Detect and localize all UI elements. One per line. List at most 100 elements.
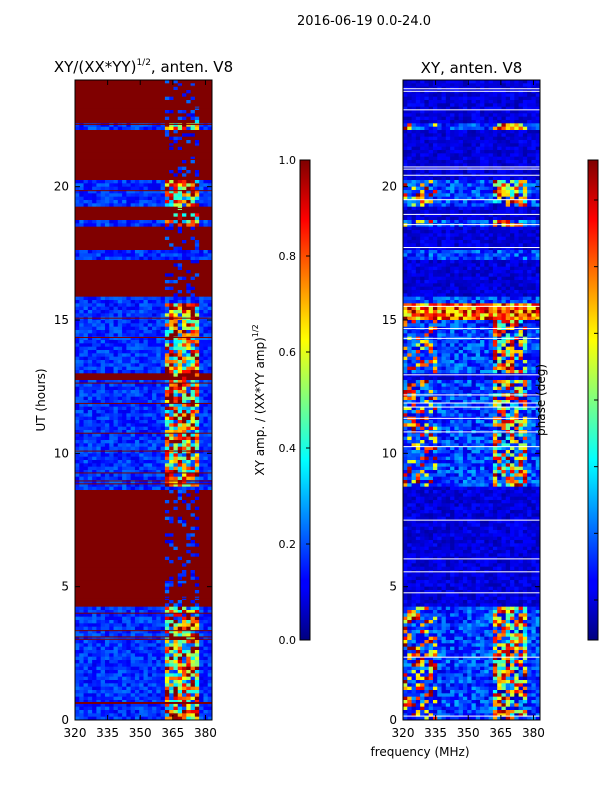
L-heatmap-cell	[96, 323, 102, 328]
L-heatmap-cell	[109, 253, 114, 258]
L-heatmap-cell	[173, 583, 179, 588]
L-heatmap-cell	[182, 520, 187, 524]
L-heatmap-cell	[87, 346, 93, 351]
L-heatmap-cell	[173, 240, 179, 244]
L-heatmap-cell	[109, 340, 114, 344]
L-heatmap-cell	[194, 230, 200, 234]
L-heatmap-cell	[92, 496, 97, 501]
L-heatmap-cell	[109, 406, 114, 411]
L-heatmap-cell	[109, 286, 114, 291]
L-heatmap-cell	[139, 503, 144, 508]
L-heatmap-cell	[203, 116, 209, 121]
L-heatmap-cell	[109, 156, 114, 161]
L-heatmap-cell	[164, 160, 170, 164]
L-heatmap-cell	[199, 586, 204, 591]
L-heatmap-cell	[177, 413, 183, 418]
L-heatmap-cell	[134, 203, 140, 208]
L-heatmap-cell	[177, 333, 183, 338]
L-heatmap-cell	[130, 273, 136, 278]
L-heatmap-cell	[104, 546, 110, 551]
L-heatmap-cell	[173, 340, 179, 344]
L-heatmap-cell	[83, 176, 89, 181]
L-heatmap-cell	[156, 83, 162, 88]
L-heatmap-cell	[117, 493, 123, 498]
L-heatmap-cell	[126, 486, 132, 491]
L-heatmap-cell	[122, 516, 127, 521]
L-heatmap-cell	[104, 306, 110, 311]
L-heatmap-cell	[96, 510, 102, 514]
L-heatmap-cell	[152, 83, 157, 88]
L-heatmap-cell	[117, 283, 123, 288]
L-heatmap-cell	[194, 470, 200, 474]
L-heatmap-cell	[139, 173, 144, 178]
L-heatmap-cell	[139, 473, 144, 478]
L-heatmap-cell	[152, 533, 157, 538]
L-heatmap-cell	[139, 113, 144, 118]
L-heatmap-cell	[130, 423, 136, 428]
L-heatmap-cell	[143, 390, 149, 394]
L-heatmap-cell	[203, 293, 209, 298]
L-heatmap-cell	[203, 466, 209, 471]
L-heatmap-cell	[164, 526, 170, 531]
L-heatmap-cell	[203, 260, 209, 264]
L-heatmap-cell	[87, 256, 93, 261]
L-heatmap-cell	[134, 83, 140, 88]
L-heatmap-cell	[117, 413, 123, 418]
L-heatmap-cell	[160, 93, 166, 98]
L-heatmap-cell	[203, 120, 209, 124]
L-heatmap-cell	[173, 163, 179, 168]
L-heatmap-cell	[109, 260, 114, 264]
L-heatmap-cell	[152, 563, 157, 568]
L-heatmap-cell	[147, 193, 153, 198]
L-heatmap-cell	[147, 150, 153, 154]
L-heatmap-cell	[182, 120, 187, 124]
L-heatmap-cell	[143, 503, 149, 508]
L-heatmap-cell	[122, 340, 127, 344]
L-heatmap-cell	[194, 80, 200, 84]
L-heatmap-cell	[143, 180, 149, 184]
L-heatmap-cell	[92, 590, 97, 594]
L-heatmap-cell	[75, 113, 80, 118]
L-heatmap-cell	[104, 96, 110, 101]
L-heatmap-cell	[100, 223, 106, 228]
L-heatmap-cell	[79, 96, 84, 101]
L-heatmap-cell	[96, 343, 102, 348]
L-heatmap-cell	[194, 196, 200, 201]
L-heatmap-cell	[92, 330, 97, 334]
L-heatmap-cell	[100, 200, 106, 204]
L-heatmap-cell	[147, 213, 153, 218]
L-heatmap-cell	[109, 593, 114, 598]
L-heatmap-cell	[109, 516, 114, 521]
L-heatmap-cell	[104, 203, 110, 208]
L-heatmap-cell	[117, 306, 123, 311]
L-heatmap-cell	[203, 336, 209, 341]
L-heatmap-cell	[79, 293, 84, 298]
L-heatmap-cell	[177, 593, 183, 598]
L-heatmap-cell	[96, 333, 102, 338]
L-heatmap-cell	[207, 116, 212, 121]
L-heatmap-cell	[113, 406, 119, 411]
L-heatmap-cell	[156, 100, 162, 104]
L-heatmap-cell	[173, 456, 179, 461]
L-heatmap-cell	[164, 500, 170, 504]
L-heatmap-cell	[79, 416, 84, 421]
L-heatmap-cell	[207, 400, 212, 404]
L-heatmap-cell	[75, 243, 80, 248]
L-heatmap-cell	[109, 553, 114, 558]
L-heatmap-cell	[92, 140, 97, 144]
L-heatmap-cell	[160, 146, 166, 151]
L-heatmap-cell	[130, 160, 136, 164]
L-heatmap-cell	[130, 410, 136, 414]
L-heatmap-cell	[139, 156, 144, 161]
L-heatmap-cell	[177, 146, 183, 151]
L-heatmap-cell	[134, 350, 140, 354]
L-heatmap-cell	[182, 346, 187, 351]
L-heatmap-cell	[134, 223, 140, 228]
L-heatmap-cell	[190, 226, 196, 231]
L-heatmap-cell	[186, 460, 191, 464]
L-heatmap-cell	[100, 153, 106, 158]
L-heatmap-cell	[207, 270, 212, 274]
L-heatmap-cell	[156, 460, 162, 464]
L-heatmap-cell	[130, 83, 136, 88]
L-heatmap-cell	[75, 213, 80, 218]
